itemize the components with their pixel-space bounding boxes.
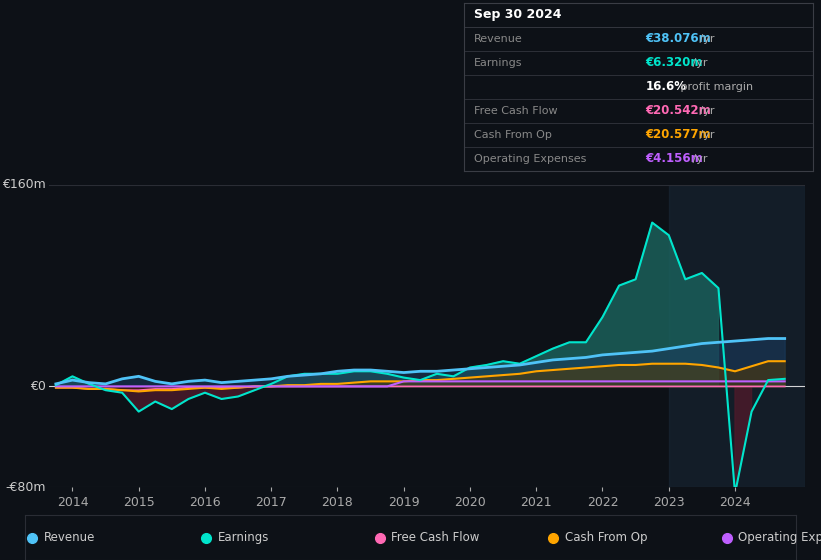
Text: €4.156m: €4.156m	[645, 152, 703, 165]
Text: €6.320m: €6.320m	[645, 57, 703, 69]
Text: Revenue: Revenue	[44, 531, 95, 544]
Text: Sep 30 2024: Sep 30 2024	[475, 8, 562, 21]
Text: €20.542m: €20.542m	[645, 104, 711, 117]
Text: Earnings: Earnings	[475, 58, 523, 68]
Text: Earnings: Earnings	[218, 531, 269, 544]
Text: Revenue: Revenue	[475, 34, 523, 44]
Text: /yr: /yr	[690, 154, 708, 164]
Text: €0: €0	[30, 380, 45, 393]
Text: €20.577m: €20.577m	[645, 128, 711, 141]
Text: /yr: /yr	[695, 34, 714, 44]
Text: Cash From Op: Cash From Op	[565, 531, 647, 544]
Text: 16.6%: 16.6%	[645, 80, 686, 94]
Text: Free Cash Flow: Free Cash Flow	[391, 531, 479, 544]
Text: €38.076m: €38.076m	[645, 32, 711, 45]
Text: /yr: /yr	[695, 106, 714, 116]
Text: Operating Expenses: Operating Expenses	[739, 531, 821, 544]
Text: Free Cash Flow: Free Cash Flow	[475, 106, 558, 116]
Text: /yr: /yr	[690, 58, 708, 68]
Bar	[669, 185, 805, 487]
Text: €160m: €160m	[2, 178, 45, 192]
Text: profit margin: profit margin	[677, 82, 753, 92]
Text: -€80m: -€80m	[5, 480, 45, 494]
Text: /yr: /yr	[695, 130, 714, 140]
Text: Cash From Op: Cash From Op	[475, 130, 553, 140]
Text: Operating Expenses: Operating Expenses	[475, 154, 587, 164]
